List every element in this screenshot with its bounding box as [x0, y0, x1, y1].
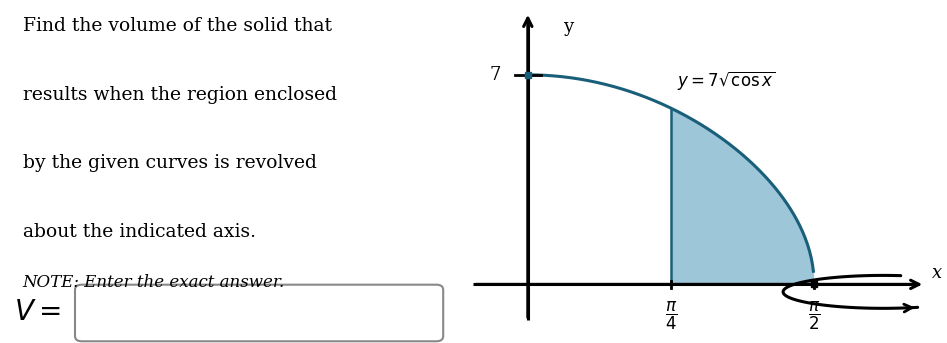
Text: x: x: [933, 264, 942, 282]
Text: NOTE: Enter the exact answer.: NOTE: Enter the exact answer.: [23, 274, 285, 292]
Text: $y = 7\sqrt{\cos x}$: $y = 7\sqrt{\cos x}$: [677, 69, 776, 92]
Text: about the indicated axis.: about the indicated axis.: [23, 223, 256, 241]
Text: $\dfrac{\pi}{2}$: $\dfrac{\pi}{2}$: [808, 300, 820, 332]
Text: y: y: [563, 18, 573, 36]
Text: 7: 7: [489, 66, 500, 84]
FancyBboxPatch shape: [75, 285, 443, 341]
Text: Find the volume of the solid that: Find the volume of the solid that: [23, 17, 331, 35]
Text: by the given curves is revolved: by the given curves is revolved: [23, 154, 316, 172]
Text: $V =$: $V =$: [13, 299, 61, 326]
Text: $\dfrac{\pi}{4}$: $\dfrac{\pi}{4}$: [665, 300, 677, 332]
Text: results when the region enclosed: results when the region enclosed: [23, 86, 337, 104]
